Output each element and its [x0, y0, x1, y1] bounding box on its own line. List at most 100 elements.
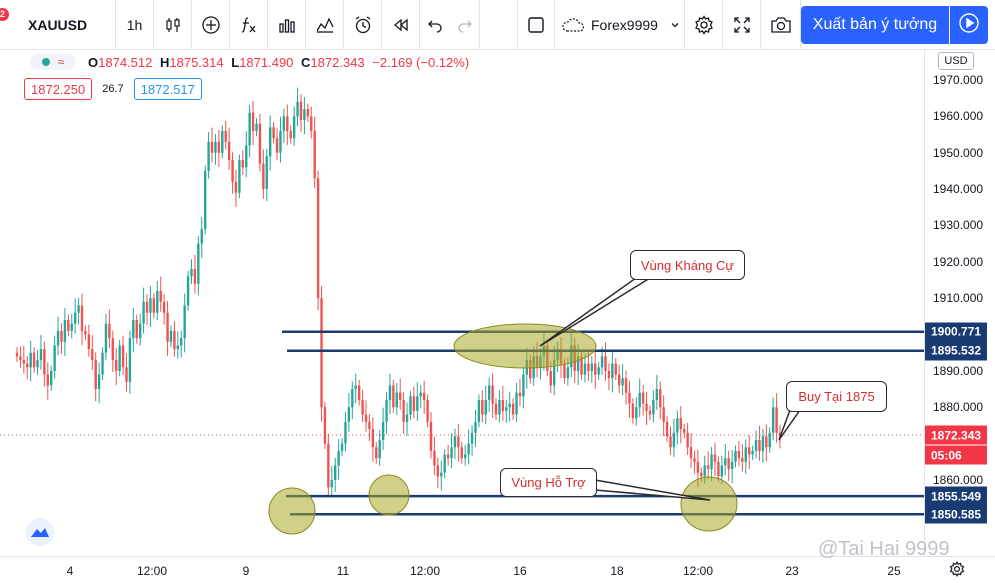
settings-button[interactable] — [685, 0, 723, 50]
price-chart[interactable] — [0, 50, 924, 556]
time-axis-label: 4 — [66, 564, 74, 578]
square-icon — [527, 16, 545, 34]
snapshot-button[interactable] — [761, 0, 801, 50]
low-value: 1871.490 — [239, 54, 294, 70]
candle-body — [395, 392, 398, 408]
price-axis-label: 1860.000 — [933, 473, 984, 487]
buy-callout[interactable]: Buy Tại 1875 — [786, 381, 887, 412]
candle-body — [251, 112, 255, 131]
publish-idea-button[interactable]: Xuất bản ý tưởng — [801, 6, 949, 44]
plus-circle-icon — [201, 15, 221, 35]
candle-body — [744, 447, 747, 462]
chart-type-button[interactable] — [154, 0, 192, 50]
open-key: O — [88, 54, 99, 70]
replay-button[interactable] — [382, 0, 420, 50]
candle-body — [371, 429, 375, 448]
candle-body — [142, 301, 145, 324]
publish-menu-button[interactable] — [950, 6, 988, 44]
support-callout-pointer — [594, 479, 711, 501]
candle-body — [104, 323, 108, 353]
candle-body — [624, 378, 628, 393]
fullscreen-button[interactable] — [723, 0, 761, 50]
price-axis-label: 1880.000 — [933, 400, 984, 415]
candle-body — [63, 320, 67, 342]
fullscreen-layout-button[interactable] — [517, 0, 555, 50]
candle-body — [693, 458, 696, 462]
candle-body — [73, 312, 77, 324]
candle-body — [323, 407, 327, 444]
candle-body — [617, 374, 621, 386]
candles-icon — [164, 16, 182, 34]
price-axis-label: 1920.000 — [933, 254, 984, 269]
candle-body — [292, 116, 296, 139]
candle-body — [183, 305, 186, 339]
resistance-callout-pointer — [539, 277, 651, 347]
candle-body — [36, 360, 39, 368]
sell-price-button[interactable]: 1872.250 — [24, 78, 93, 100]
candle-body — [385, 400, 388, 422]
candle-body — [84, 330, 87, 335]
layout-menu-button[interactable]: Forex9999 — [555, 0, 685, 50]
high-value: 1875.314 — [169, 54, 224, 70]
axis-settings-button[interactable] — [949, 561, 965, 582]
candle-body — [402, 400, 405, 422]
templates-button[interactable] — [306, 0, 344, 50]
candle-body — [138, 323, 142, 339]
time-axis-label: 23 — [785, 564, 799, 578]
alarm-clock-icon — [353, 15, 373, 35]
candle-body — [197, 243, 200, 284]
market-status-pill[interactable]: ≈ — [30, 54, 76, 70]
candle-body — [282, 116, 286, 131]
candle-body — [446, 454, 450, 459]
candle-body — [665, 421, 669, 437]
candle-body — [607, 370, 611, 379]
candle-body — [443, 454, 446, 473]
currency-badge[interactable]: USD — [938, 52, 974, 70]
candle-body — [686, 432, 689, 448]
candle-body — [682, 429, 686, 433]
candle-body — [234, 181, 238, 193]
time-axis-label: 25 — [887, 564, 901, 578]
candle-body — [97, 374, 101, 390]
candle-body — [193, 269, 197, 284]
symbol-label: XAUUSD — [28, 16, 88, 33]
indicators-button[interactable] — [230, 0, 268, 50]
support-zone-ellipse — [368, 474, 410, 516]
candle-body — [111, 338, 115, 360]
redo-button[interactable] — [450, 0, 480, 50]
compare-button[interactable] — [192, 0, 230, 50]
undo-button[interactable] — [420, 0, 450, 50]
candle-body — [778, 432, 782, 437]
candle-body — [203, 170, 207, 230]
symbol-search[interactable]: 2 XAUUSD — [0, 0, 116, 50]
cloud-icon — [561, 17, 585, 33]
candle-body — [340, 443, 344, 451]
interval-button[interactable]: 1h — [116, 0, 154, 50]
close-key: C — [301, 54, 311, 70]
alert-button[interactable] — [344, 0, 382, 50]
candle-body — [279, 130, 282, 153]
candle-body — [351, 389, 354, 408]
candle-body — [306, 109, 310, 117]
candle-body — [43, 349, 46, 375]
candle-body — [337, 450, 340, 466]
financials-button[interactable] — [268, 0, 306, 50]
tradingview-logo[interactable] — [26, 518, 54, 546]
candle-body — [505, 407, 508, 411]
bar-chart-icon — [277, 15, 297, 35]
candle-body — [713, 454, 717, 462]
buy-price-button[interactable]: 1872.517 — [133, 78, 202, 100]
candle-body — [522, 374, 525, 397]
candle-body — [272, 127, 275, 139]
candle-body — [176, 345, 180, 350]
candle-body — [67, 320, 70, 331]
layout-name: Forex9999 — [591, 16, 658, 33]
candle-body — [631, 403, 635, 419]
candle-body — [330, 480, 333, 488]
candle-body — [566, 367, 570, 379]
close-value: 1872.343 — [310, 54, 365, 70]
candle-body — [375, 447, 378, 459]
candle-body — [426, 400, 429, 422]
support-callout[interactable]: Vùng Hỗ Trợ — [500, 468, 597, 497]
resistance-callout[interactable]: Vùng Kháng Cự — [630, 250, 745, 280]
